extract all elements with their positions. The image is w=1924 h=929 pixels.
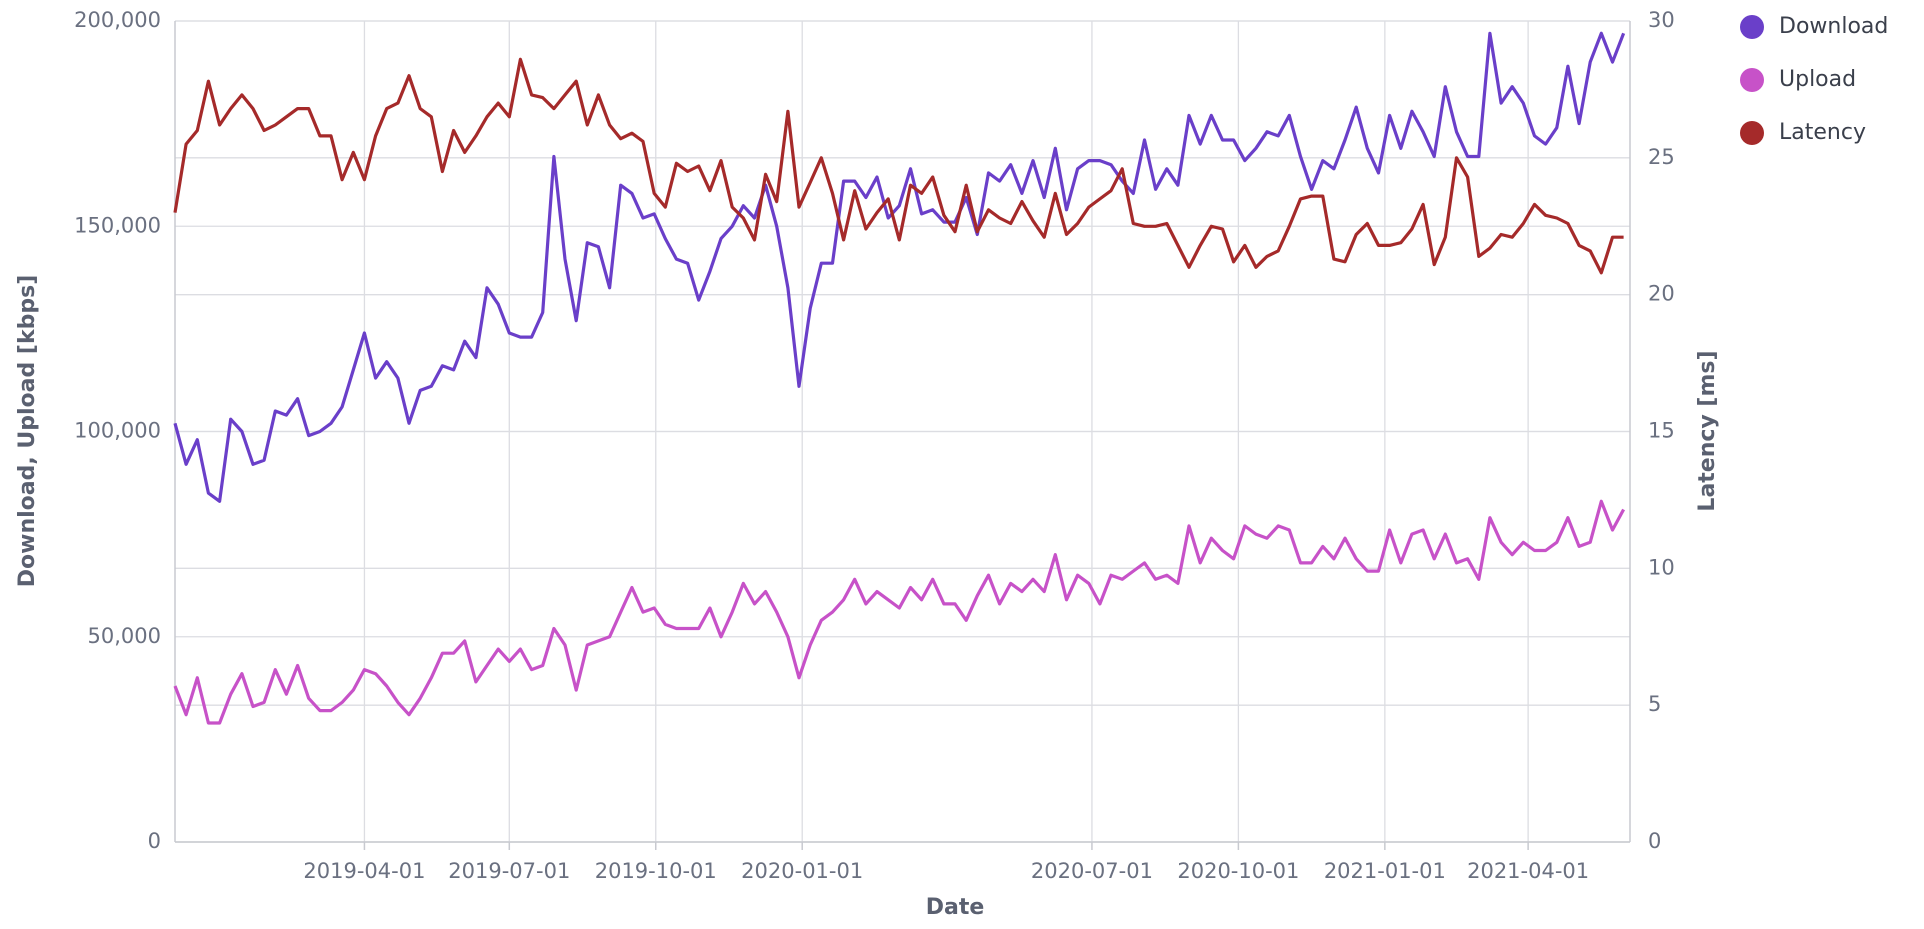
y-axis-label: Download, Upload [kbps] xyxy=(15,275,40,587)
legend-marker xyxy=(1740,121,1764,145)
y2-tick-label: 5 xyxy=(1648,692,1661,716)
x-tick-label: 2021-01-01 xyxy=(1324,859,1446,883)
legend-label: Latency xyxy=(1779,120,1866,145)
x-tick-label: 2019-10-01 xyxy=(595,859,717,883)
x-tick-label: 2020-07-01 xyxy=(1031,859,1153,883)
y-tick-label: 0 xyxy=(148,829,161,853)
series-line xyxy=(173,499,1626,725)
x-tick-label: 2019-04-01 xyxy=(303,859,425,883)
y2-tick-label: 20 xyxy=(1648,282,1675,306)
x-tick-label: 2020-10-01 xyxy=(1177,859,1299,883)
y2-tick-label: 25 xyxy=(1648,145,1675,169)
y-tick-label: 100,000 xyxy=(74,419,161,443)
y2-tick-label: 15 xyxy=(1648,419,1675,443)
legend-label: Download xyxy=(1779,14,1888,39)
y-tick-label: 50,000 xyxy=(88,624,161,648)
series-line xyxy=(173,57,1624,275)
x-tick-label: 2020-01-01 xyxy=(741,859,863,883)
x-tick-label: 2021-04-01 xyxy=(1467,859,1589,883)
y2-axis-label: Latency [ms] xyxy=(1695,350,1720,511)
x-tick-label: 2019-07-01 xyxy=(448,859,570,883)
series-line xyxy=(173,31,1626,503)
y2-tick-label: 10 xyxy=(1648,555,1675,579)
legend-label: Upload xyxy=(1779,67,1856,92)
legend-marker xyxy=(1740,15,1764,39)
y-tick-label: 200,000 xyxy=(74,8,161,32)
y2-tick-label: 0 xyxy=(1648,829,1661,853)
x-axis-label: Date xyxy=(926,895,985,920)
y-tick-label: 150,000 xyxy=(74,213,161,237)
legend-marker xyxy=(1740,68,1764,92)
y2-tick-label: 30 xyxy=(1648,8,1675,32)
